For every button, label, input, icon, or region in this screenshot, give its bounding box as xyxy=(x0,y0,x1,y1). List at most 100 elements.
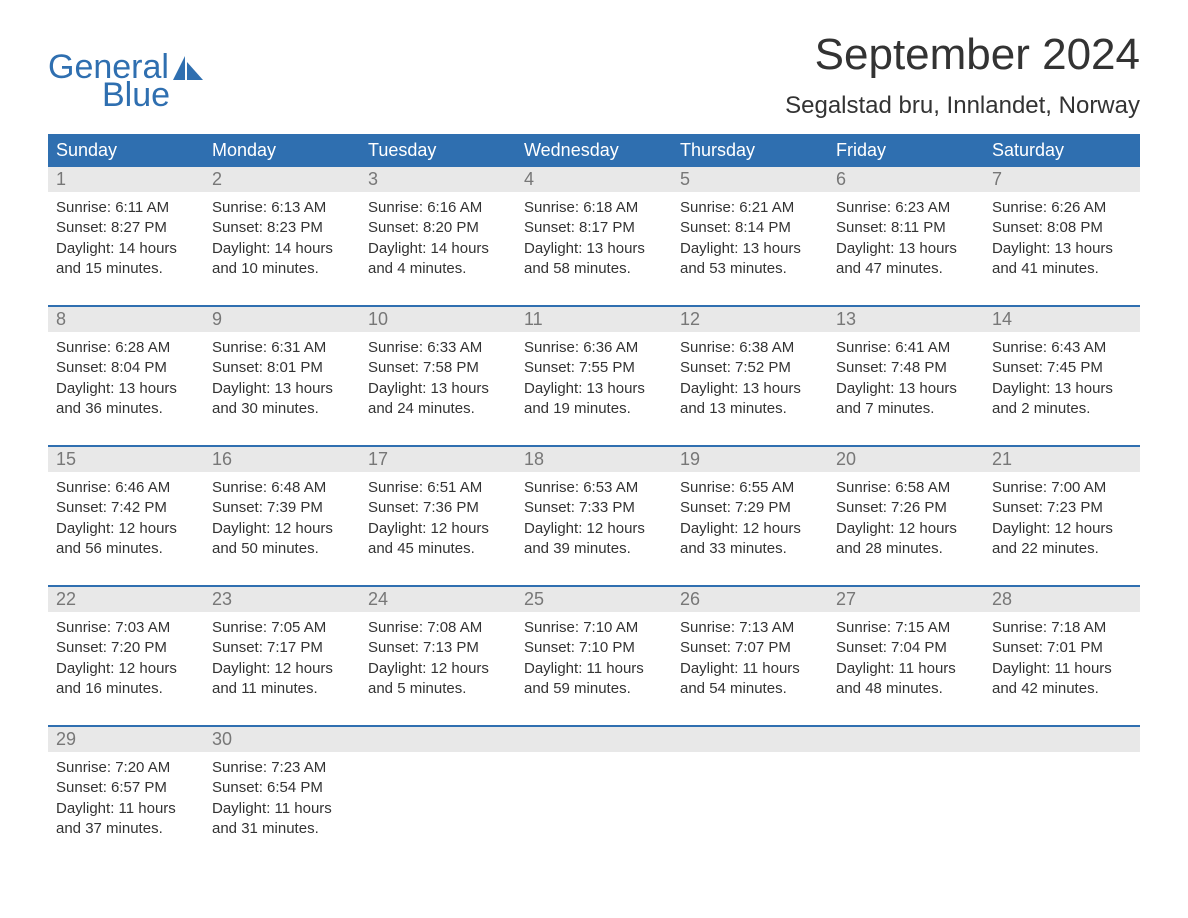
daylight-text: Daylight: 11 hours xyxy=(992,659,1132,679)
daylight-text: and 19 minutes. xyxy=(524,399,664,419)
day-number-cell: 15 xyxy=(48,447,204,472)
sunset-text: Sunset: 6:54 PM xyxy=(212,778,352,798)
sunrise-text: Sunrise: 6:55 AM xyxy=(680,478,820,498)
daylight-text: Daylight: 13 hours xyxy=(992,379,1132,399)
location-subtitle: Segalstad bru, Innlandet, Norway xyxy=(785,92,1140,120)
sunset-text: Sunset: 7:04 PM xyxy=(836,638,976,658)
daylight-text: Daylight: 12 hours xyxy=(212,519,352,539)
daylight-text: Daylight: 11 hours xyxy=(56,799,196,819)
daylight-text: and 15 minutes. xyxy=(56,259,196,279)
day-number-cell: 21 xyxy=(984,447,1140,472)
day-number-cell: 16 xyxy=(204,447,360,472)
day-content-cell: Sunrise: 6:33 AMSunset: 7:58 PMDaylight:… xyxy=(360,332,516,446)
sunset-text: Sunset: 8:04 PM xyxy=(56,358,196,378)
daylight-text: and 30 minutes. xyxy=(212,399,352,419)
day-number-cell: 27 xyxy=(828,587,984,612)
sunset-text: Sunset: 8:20 PM xyxy=(368,218,508,238)
daylight-text: Daylight: 12 hours xyxy=(524,519,664,539)
sunset-text: Sunset: 7:17 PM xyxy=(212,638,352,658)
sunset-text: Sunset: 8:01 PM xyxy=(212,358,352,378)
daylight-text: Daylight: 12 hours xyxy=(680,519,820,539)
day-content-cell: Sunrise: 6:16 AMSunset: 8:20 PMDaylight:… xyxy=(360,192,516,306)
day-number-row: 15161718192021 xyxy=(48,447,1140,472)
sunrise-text: Sunrise: 6:23 AM xyxy=(836,198,976,218)
day-number-cell: 18 xyxy=(516,447,672,472)
day-content-cell: Sunrise: 6:31 AMSunset: 8:01 PMDaylight:… xyxy=(204,332,360,446)
daylight-text: Daylight: 12 hours xyxy=(992,519,1132,539)
day-content-cell xyxy=(516,752,672,865)
day-number-cell: 8 xyxy=(48,307,204,332)
daylight-text: Daylight: 12 hours xyxy=(56,659,196,679)
sunrise-text: Sunrise: 6:18 AM xyxy=(524,198,664,218)
day-content-cell: Sunrise: 6:11 AMSunset: 8:27 PMDaylight:… xyxy=(48,192,204,306)
daylight-text: Daylight: 12 hours xyxy=(56,519,196,539)
day-number-cell: 25 xyxy=(516,587,672,612)
sunrise-text: Sunrise: 6:53 AM xyxy=(524,478,664,498)
day-number-cell: 28 xyxy=(984,587,1140,612)
day-content-cell: Sunrise: 7:05 AMSunset: 7:17 PMDaylight:… xyxy=(204,612,360,726)
day-number-cell xyxy=(516,727,672,752)
daylight-text: Daylight: 13 hours xyxy=(524,379,664,399)
day-number-row: 1234567 xyxy=(48,167,1140,192)
sunset-text: Sunset: 8:27 PM xyxy=(56,218,196,238)
daylight-text: and 59 minutes. xyxy=(524,679,664,699)
daylight-text: Daylight: 11 hours xyxy=(680,659,820,679)
daylight-text: and 4 minutes. xyxy=(368,259,508,279)
daylight-text: and 11 minutes. xyxy=(212,679,352,699)
sunrise-text: Sunrise: 6:46 AM xyxy=(56,478,196,498)
sunset-text: Sunset: 7:48 PM xyxy=(836,358,976,378)
sunset-text: Sunset: 6:57 PM xyxy=(56,778,196,798)
day-content-row: Sunrise: 6:46 AMSunset: 7:42 PMDaylight:… xyxy=(48,472,1140,586)
day-content-cell: Sunrise: 6:55 AMSunset: 7:29 PMDaylight:… xyxy=(672,472,828,586)
sunrise-text: Sunrise: 6:38 AM xyxy=(680,338,820,358)
daylight-text: Daylight: 12 hours xyxy=(212,659,352,679)
day-number-cell: 10 xyxy=(360,307,516,332)
daylight-text: Daylight: 13 hours xyxy=(680,239,820,259)
day-number-cell xyxy=(984,727,1140,752)
sunrise-text: Sunrise: 7:13 AM xyxy=(680,618,820,638)
sunset-text: Sunset: 7:01 PM xyxy=(992,638,1132,658)
day-header: Wednesday xyxy=(516,134,672,167)
day-header: Thursday xyxy=(672,134,828,167)
day-number-cell: 20 xyxy=(828,447,984,472)
day-header: Friday xyxy=(828,134,984,167)
daylight-text: Daylight: 13 hours xyxy=(836,379,976,399)
sunset-text: Sunset: 7:52 PM xyxy=(680,358,820,378)
daylight-text: and 37 minutes. xyxy=(56,819,196,839)
daylight-text: and 31 minutes. xyxy=(212,819,352,839)
day-content-cell: Sunrise: 6:43 AMSunset: 7:45 PMDaylight:… xyxy=(984,332,1140,446)
day-content-cell: Sunrise: 6:26 AMSunset: 8:08 PMDaylight:… xyxy=(984,192,1140,306)
daylight-text: Daylight: 13 hours xyxy=(368,379,508,399)
day-number-row: 891011121314 xyxy=(48,307,1140,332)
sunrise-text: Sunrise: 7:03 AM xyxy=(56,618,196,638)
daylight-text: and 36 minutes. xyxy=(56,399,196,419)
day-content-cell: Sunrise: 6:38 AMSunset: 7:52 PMDaylight:… xyxy=(672,332,828,446)
daylight-text: Daylight: 13 hours xyxy=(992,239,1132,259)
day-number-cell: 5 xyxy=(672,167,828,192)
day-content-cell: Sunrise: 6:23 AMSunset: 8:11 PMDaylight:… xyxy=(828,192,984,306)
day-content-cell: Sunrise: 6:41 AMSunset: 7:48 PMDaylight:… xyxy=(828,332,984,446)
day-number-row: 22232425262728 xyxy=(48,587,1140,612)
daylight-text: and 33 minutes. xyxy=(680,539,820,559)
day-content-row: Sunrise: 7:03 AMSunset: 7:20 PMDaylight:… xyxy=(48,612,1140,726)
daylight-text: and 13 minutes. xyxy=(680,399,820,419)
day-content-cell: Sunrise: 7:18 AMSunset: 7:01 PMDaylight:… xyxy=(984,612,1140,726)
month-title: September 2024 xyxy=(785,30,1140,80)
sunrise-text: Sunrise: 6:21 AM xyxy=(680,198,820,218)
day-content-row: Sunrise: 6:28 AMSunset: 8:04 PMDaylight:… xyxy=(48,332,1140,446)
sunset-text: Sunset: 7:55 PM xyxy=(524,358,664,378)
day-number-cell: 29 xyxy=(48,727,204,752)
sunrise-text: Sunrise: 6:43 AM xyxy=(992,338,1132,358)
day-content-cell: Sunrise: 6:18 AMSunset: 8:17 PMDaylight:… xyxy=(516,192,672,306)
sunset-text: Sunset: 8:11 PM xyxy=(836,218,976,238)
daylight-text: and 16 minutes. xyxy=(56,679,196,699)
sunset-text: Sunset: 8:17 PM xyxy=(524,218,664,238)
day-content-cell: Sunrise: 6:48 AMSunset: 7:39 PMDaylight:… xyxy=(204,472,360,586)
sunset-text: Sunset: 7:58 PM xyxy=(368,358,508,378)
logo-word-blue: Blue xyxy=(102,78,203,112)
daylight-text: and 56 minutes. xyxy=(56,539,196,559)
day-content-cell: Sunrise: 6:58 AMSunset: 7:26 PMDaylight:… xyxy=(828,472,984,586)
daylight-text: Daylight: 14 hours xyxy=(56,239,196,259)
sunset-text: Sunset: 7:45 PM xyxy=(992,358,1132,378)
daylight-text: Daylight: 14 hours xyxy=(212,239,352,259)
